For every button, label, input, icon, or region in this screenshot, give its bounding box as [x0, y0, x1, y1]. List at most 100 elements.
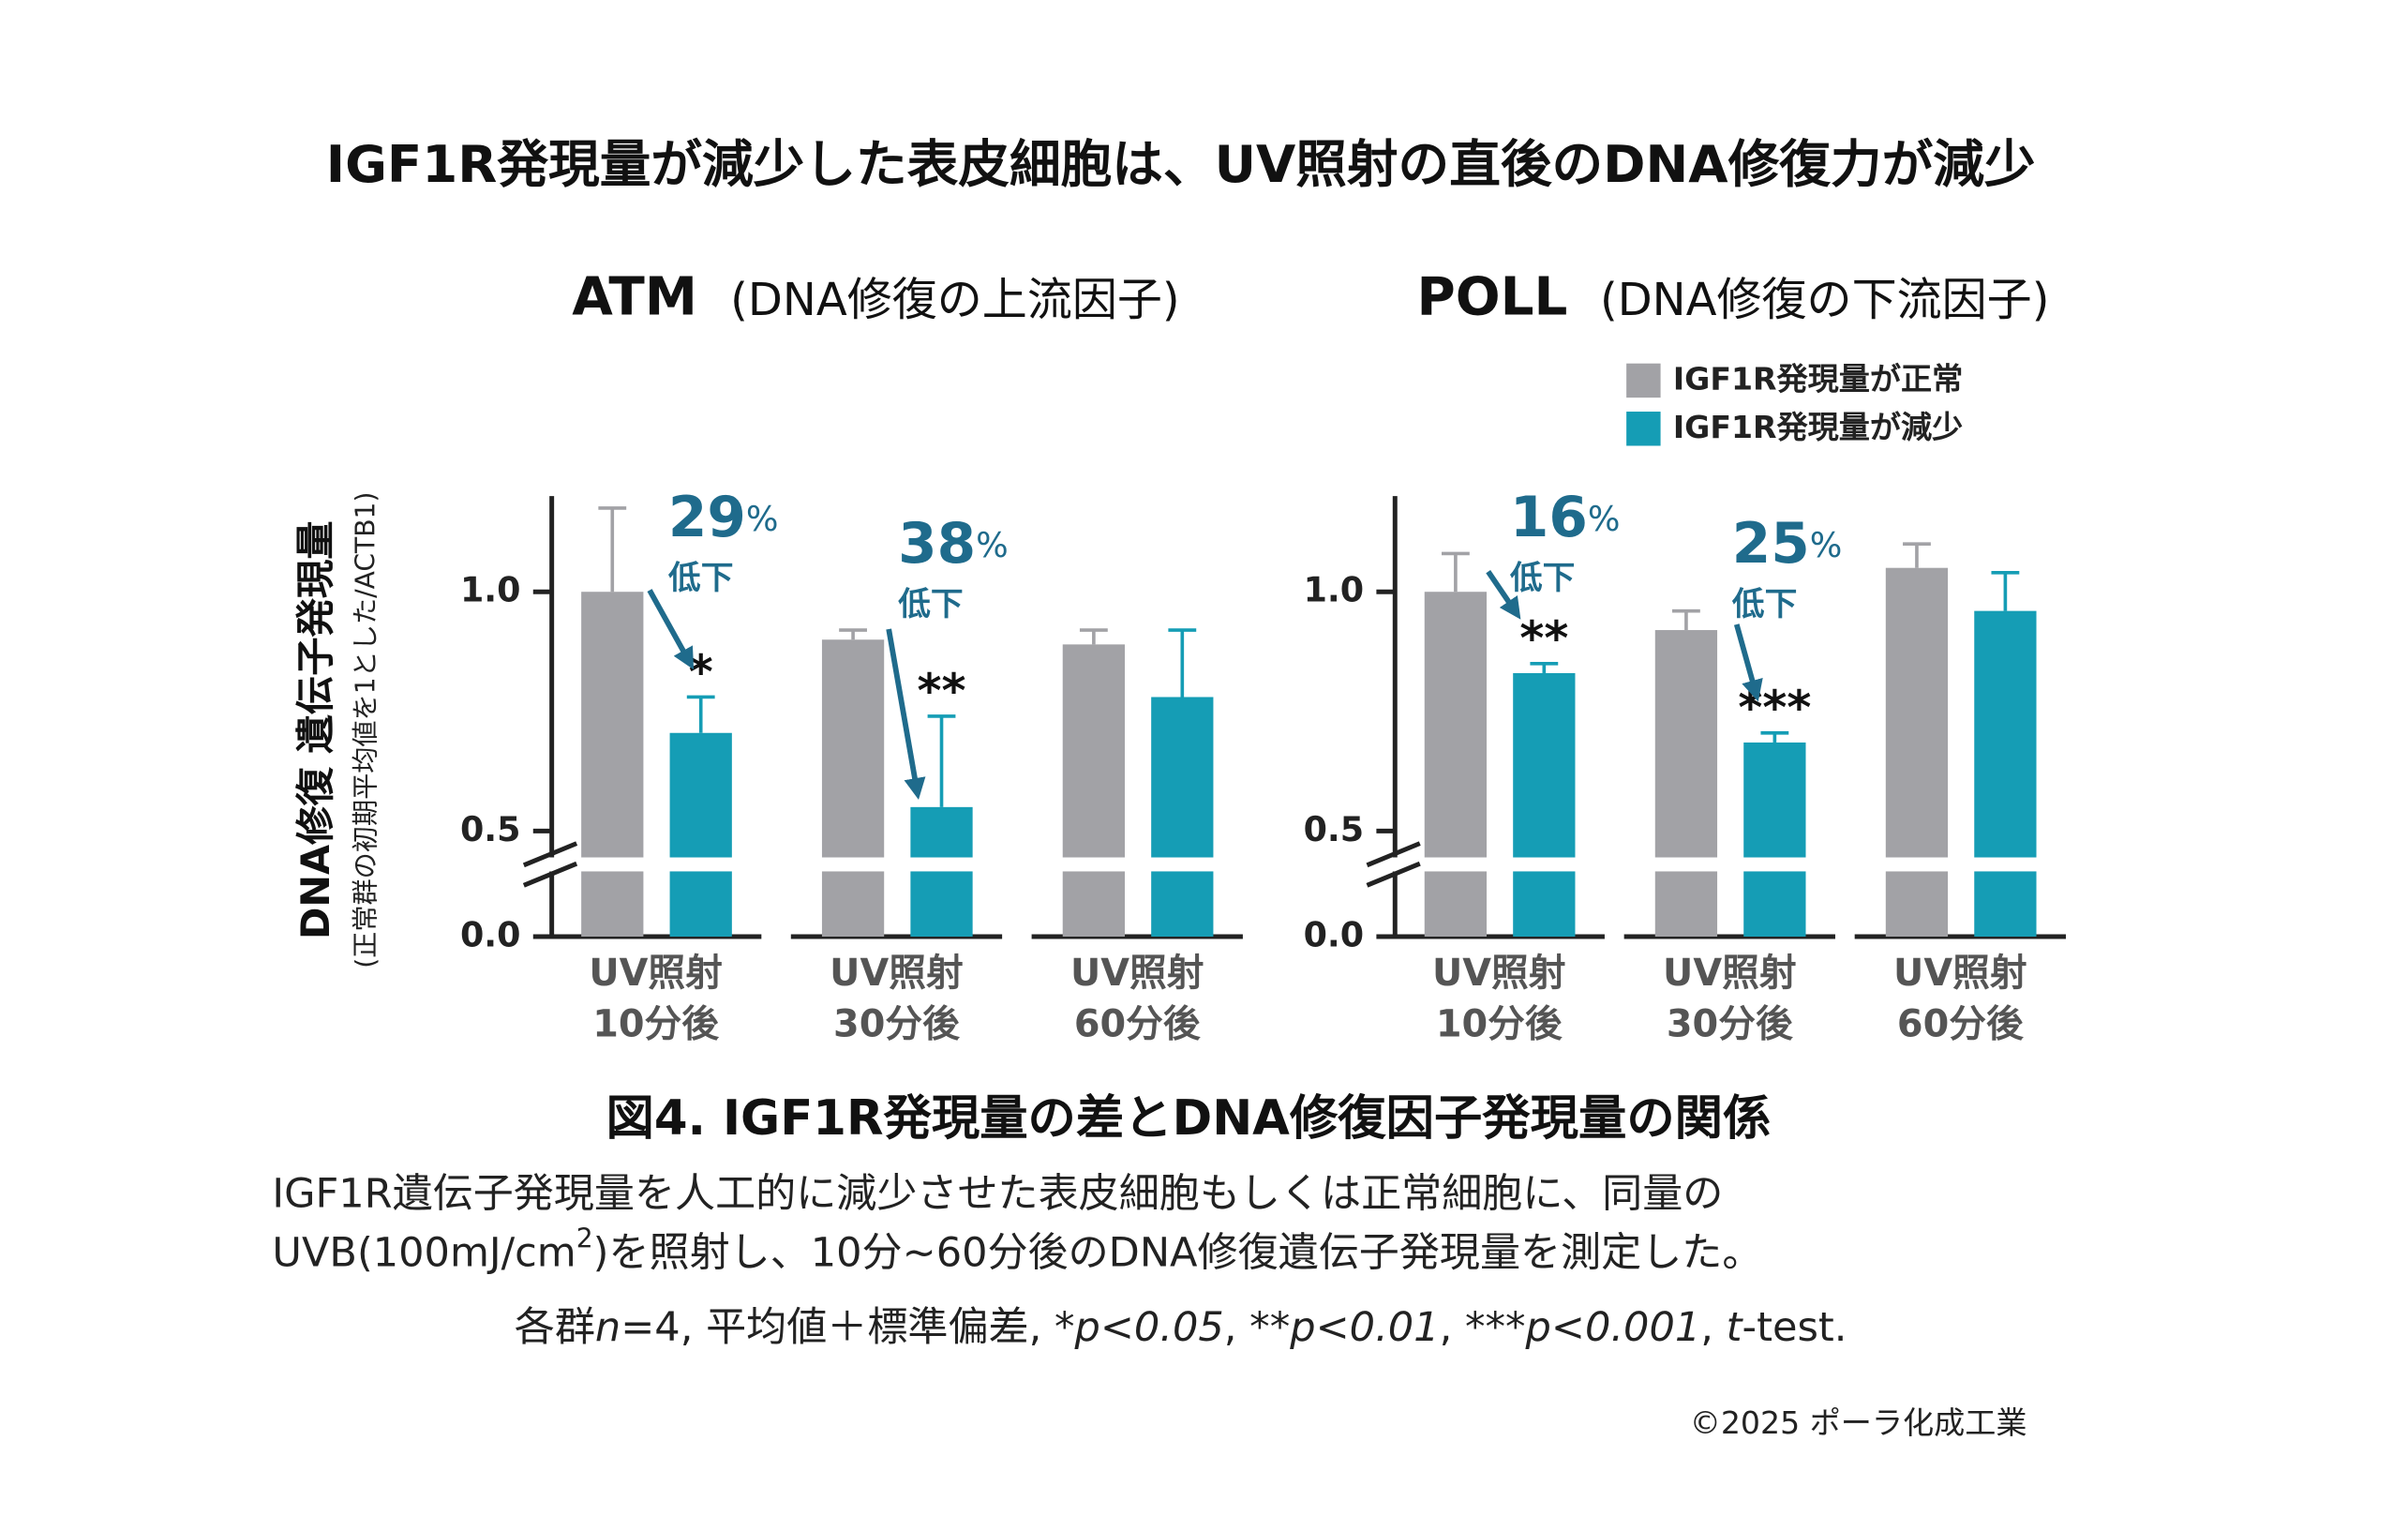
error-bar: [1441, 551, 1470, 593]
legend-label: IGF1R発現量が減少: [1673, 409, 1963, 445]
y-tick-label: 1.0: [460, 570, 521, 610]
x-tick-label: 10分後: [592, 1003, 720, 1046]
significance-mark: *: [689, 645, 713, 699]
y-tick-label: 0.0: [1304, 915, 1365, 955]
drop-unit: %: [746, 499, 779, 539]
drop-percent: 25%: [1732, 512, 1843, 577]
panel-title: POLL: [1416, 266, 1567, 327]
bar: [669, 732, 732, 938]
caption-segment: 2: [576, 1223, 593, 1253]
error-bar: [1168, 628, 1197, 698]
bar: [1062, 644, 1126, 938]
caption-segment: , **: [1224, 1304, 1290, 1351]
drop-unit: %: [1588, 499, 1621, 539]
legend-swatch: [1626, 412, 1661, 446]
drop-number: 16: [1510, 486, 1588, 550]
drop-label: 低下: [1510, 560, 1576, 597]
drop-label: 低下: [1732, 586, 1798, 623]
drop-percent: 29%: [668, 486, 779, 550]
caption-segment: p<0.001: [1525, 1304, 1701, 1351]
x-tick-label: UV照射: [1070, 952, 1204, 995]
significance-mark: ***: [1738, 681, 1811, 735]
bar: [1885, 567, 1949, 938]
significance-mark: **: [918, 664, 966, 718]
axis-break-mark: [522, 861, 578, 888]
axis-break-mark: [1366, 861, 1421, 888]
drop-arrow: [886, 628, 926, 801]
y-axis-sublabel: (正常群の初期平均値を1とした/ACTB1): [351, 492, 381, 968]
caption-title: 図4. IGF1R発現量の差とDNA修復因子発現量の関係: [606, 1090, 1772, 1147]
caption-segment: -test.: [1742, 1304, 1847, 1351]
x-tick-label: 30分後: [1667, 1003, 1794, 1046]
drop-arrow: [647, 589, 695, 670]
error-bar: [1903, 542, 1931, 568]
bar: [581, 592, 644, 938]
page-title: IGF1R発現量が減少した表皮細胞は、UV照射の直後のDNA修復力が減少: [326, 134, 2036, 194]
caption-segment: )を照射し、10分~60分後のDNA修復遺伝子発現量を測定した。: [593, 1229, 1763, 1276]
error-bar: [1079, 628, 1108, 645]
caption-segment: =4, 平均値＋標準偏差, *: [621, 1304, 1074, 1351]
caption-segment: IGF1R遺伝子発現量を人工的に減少させた表皮細胞もしくは正常細胞に、同量の: [272, 1170, 1723, 1217]
panel-title: ATM: [572, 266, 697, 327]
x-tick-label: 60分後: [1897, 1003, 2025, 1046]
drop-number: 25: [1732, 512, 1810, 577]
panel-subtitle: (DNA修復の上流因子): [730, 274, 1179, 326]
axis-break-mark: [1366, 841, 1421, 868]
x-tick-label: 30分後: [833, 1003, 961, 1046]
drop-percent: 16%: [1510, 486, 1621, 550]
drop-percent: 38%: [898, 512, 1009, 577]
x-tick-label: 60分後: [1074, 1003, 1202, 1046]
significance-mark: **: [1519, 611, 1568, 666]
panel-subtitle: (DNA修復の下流因子): [1600, 274, 2049, 326]
y-axis-label: DNA修復 遺伝子発現量: [293, 520, 338, 939]
bar: [1513, 672, 1576, 938]
caption-segment: ,: [1700, 1304, 1726, 1351]
caption-segment: , ***: [1440, 1304, 1526, 1351]
caption-segment: n: [595, 1304, 621, 1351]
x-tick-label: UV照射: [830, 952, 964, 995]
caption-segment: 各群: [515, 1304, 595, 1351]
y-tick-label: 1.0: [1304, 570, 1365, 610]
bar: [821, 639, 885, 938]
axis-break-gap: [554, 857, 1249, 872]
drop-label: 低下: [898, 586, 964, 623]
drop-arrow: [1733, 623, 1763, 702]
caption-segment: t: [1727, 1304, 1744, 1351]
x-tick-label: UV照射: [1893, 952, 2027, 995]
caption-line: 各群n=4, 平均値＋標準偏差, *p<0.05, **p<0.01, ***p…: [515, 1304, 1847, 1351]
error-bar: [1760, 730, 1789, 743]
y-tick-label: 0.0: [460, 915, 521, 955]
caption-segment: UVB(100mJ/cm: [272, 1229, 576, 1276]
legend-label: IGF1R発現量が正常: [1673, 360, 1963, 397]
error-bar: [598, 506, 627, 593]
caption-segment: p<0.05: [1074, 1304, 1224, 1351]
bar: [1151, 697, 1214, 938]
x-tick-label: 10分後: [1436, 1003, 1563, 1046]
legend-swatch: [1626, 363, 1661, 398]
error-bar: [839, 628, 867, 640]
drop-unit: %: [976, 525, 1009, 565]
axis-break-mark: [522, 841, 578, 868]
drop-label: 低下: [668, 560, 734, 597]
drop-unit: %: [1810, 525, 1843, 565]
bar: [1743, 742, 1806, 938]
x-tick-label: UV照射: [1663, 952, 1797, 995]
bar: [1654, 630, 1718, 938]
drop-number: 38: [898, 512, 976, 577]
caption-line: IGF1R遺伝子発現量を人工的に減少させた表皮細胞もしくは正常細胞に、同量の: [272, 1170, 1723, 1217]
error-bar: [927, 714, 956, 807]
caption-segment: p<0.01: [1289, 1304, 1439, 1351]
bar: [1974, 610, 2037, 938]
error-bar: [1991, 570, 2020, 611]
error-bar: [1530, 661, 1559, 673]
drop-number: 29: [668, 486, 746, 550]
bar: [910, 806, 973, 938]
bar: [1424, 592, 1488, 938]
x-tick-label: UV照射: [1432, 952, 1566, 995]
axis-break-gap: [1398, 857, 2072, 872]
error-bar: [686, 695, 715, 733]
drop-arrow: [1486, 570, 1521, 620]
copyright: ©2025 ポーラ化成工業: [1690, 1404, 2027, 1441]
x-tick-label: UV照射: [589, 952, 723, 995]
